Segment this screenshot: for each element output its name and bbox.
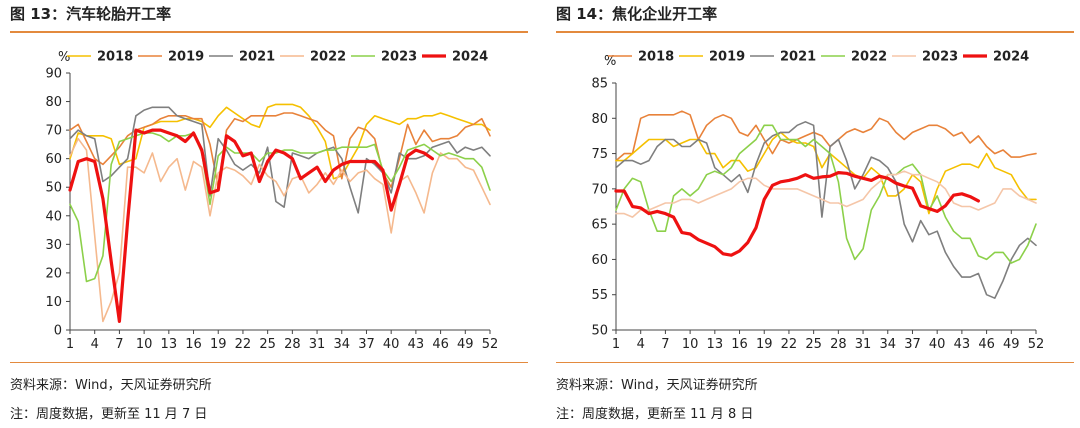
chart-title: 图 13：汽车轮胎开工率 — [10, 5, 172, 23]
x-tick-label: 7 — [661, 337, 669, 352]
x-tick-label: 22 — [235, 337, 252, 352]
x-tick-label: 40 — [383, 337, 400, 352]
y-tick-label: 20 — [45, 266, 62, 281]
title-divider — [10, 31, 528, 33]
legend-label: 2022 — [310, 50, 346, 65]
series-line-2022 — [69, 137, 491, 323]
x-tick-label: 10 — [682, 337, 699, 352]
x-tick-label: 19 — [210, 337, 227, 352]
source-note: 资料来源：Wind，天风证券研究所 — [10, 378, 212, 393]
x-tick-label: 4 — [637, 337, 645, 352]
y-tick-label: 65 — [591, 218, 608, 233]
x-tick-label: 25 — [805, 337, 822, 352]
series-line-2024 — [68, 128, 434, 323]
legend-label: 2019 — [168, 50, 204, 65]
legend-label: 2018 — [97, 50, 133, 65]
y-tick-label: 55 — [591, 288, 608, 303]
legend-label: 2019 — [709, 50, 745, 65]
x-tick-label: 22 — [781, 337, 798, 352]
series-line-2021 — [615, 121, 1037, 300]
y-tick-label: 40 — [45, 209, 62, 224]
line-chart-tire-operating-rate: 0 10 20 30 40 50 60 70 80 90 1 4 7 10 13 16 19 22 25 28 31 34… — [45, 50, 499, 353]
x-tick-label: 34 — [333, 337, 350, 352]
y-tick-label: 75 — [591, 147, 608, 162]
x-tick-label: 34 — [879, 337, 896, 352]
x-tick-label: 1 — [612, 337, 620, 352]
y-tick-label: 0 — [54, 324, 62, 339]
x-tick-label: 37 — [904, 337, 921, 352]
update-note: 注：周度数据，更新至 11 月 8 日 — [556, 407, 754, 422]
y-tick-label: 50 — [591, 324, 608, 339]
y-tick-label: 85 — [591, 77, 608, 92]
legend-label: 2024 — [993, 50, 1029, 65]
series-line-2019 — [615, 131, 1037, 215]
y-tick-label: 80 — [45, 95, 62, 110]
legend-label: 2021 — [780, 50, 816, 65]
series-line-2019 — [69, 112, 491, 188]
x-tick-label: 19 — [756, 337, 773, 352]
legend-label: 2023 — [381, 50, 417, 65]
y-tick-label: 70 — [591, 182, 608, 197]
x-tick-label: 49 — [1003, 337, 1020, 352]
x-tick-label: 43 — [954, 337, 971, 352]
x-tick-label: 49 — [457, 337, 474, 352]
x-tick-label: 46 — [432, 337, 449, 352]
series-line-2018 — [615, 110, 1037, 162]
source-note: 资料来源：Wind，天风证券研究所 — [556, 378, 758, 393]
y-unit-label: % — [604, 54, 616, 69]
y-tick-label: 80 — [591, 112, 608, 127]
x-tick-label: 52 — [1028, 337, 1045, 352]
y-tick-label: 60 — [591, 253, 608, 268]
legend-label: 2018 — [638, 50, 674, 65]
y-unit-label: % — [58, 50, 70, 65]
x-tick-label: 1 — [66, 337, 74, 352]
x-tick-label: 40 — [929, 337, 946, 352]
y-tick-label: 50 — [45, 181, 62, 196]
x-tick-label: 43 — [408, 337, 425, 352]
footer-divider — [10, 362, 528, 363]
title-divider — [556, 31, 1074, 33]
series-line-2022 — [615, 124, 1037, 264]
y-tick-label: 70 — [45, 124, 62, 139]
series-line-2021 — [69, 106, 491, 214]
x-tick-label: 28 — [830, 337, 847, 352]
chart-panel-coking: 图 14：焦化企业开工率 50 55 60 65 70 75 80 85 1 4 7 10 13 16 19… — [556, 0, 1074, 428]
x-tick-label: 16 — [731, 337, 748, 352]
chart-panel-tire: 图 13：汽车轮胎开工率 0 10 20 30 40 50 60 70 80 90 1 4 7 10 13 1… — [10, 0, 528, 428]
x-tick-label: 4 — [91, 337, 99, 352]
x-tick-label: 13 — [161, 337, 178, 352]
y-tick-label: 90 — [45, 67, 62, 82]
x-tick-label: 10 — [136, 337, 153, 352]
y-tick-label: 10 — [45, 295, 62, 310]
x-tick-label: 28 — [284, 337, 301, 352]
y-tick-label: 60 — [45, 152, 62, 167]
x-tick-label: 37 — [358, 337, 375, 352]
legend-label: 2023 — [922, 50, 958, 65]
x-tick-label: 7 — [115, 337, 123, 352]
legend-label: 2022 — [851, 50, 887, 65]
chart-title: 图 14：焦化企业开工率 — [556, 5, 718, 23]
update-note: 注：周度数据，更新至 11 月 7 日 — [10, 407, 208, 422]
series-line-2018 — [69, 103, 491, 180]
legend-label: 2021 — [239, 50, 275, 65]
x-tick-label: 31 — [855, 337, 872, 352]
x-tick-label: 25 — [259, 337, 276, 352]
legend-label: 2024 — [452, 50, 488, 65]
series-line-2024 — [614, 171, 980, 257]
x-tick-label: 31 — [309, 337, 326, 352]
series-line-2023 — [615, 170, 1037, 218]
x-tick-label: 13 — [707, 337, 724, 352]
line-chart-coking-operating-rate: 50 55 60 65 70 75 80 85 1 4 7 10 13 16 19 22 25 28 31 34 37 4… — [591, 50, 1045, 353]
x-tick-label: 46 — [978, 337, 995, 352]
x-tick-label: 16 — [185, 337, 202, 352]
y-tick-label: 30 — [45, 238, 62, 253]
footer-divider — [556, 362, 1074, 363]
x-tick-label: 52 — [482, 337, 499, 352]
